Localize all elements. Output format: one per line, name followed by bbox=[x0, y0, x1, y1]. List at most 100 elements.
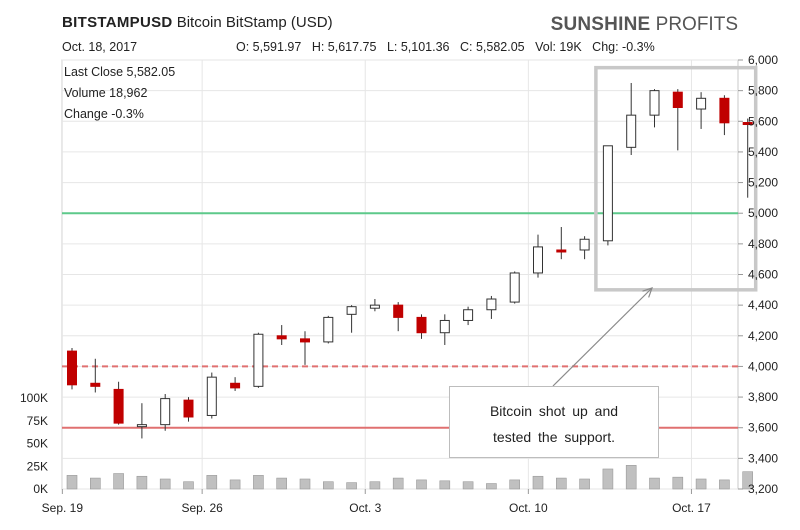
candle-up bbox=[602, 145, 613, 242]
volume-bar bbox=[322, 481, 334, 490]
volume-bar bbox=[439, 480, 451, 490]
symbol-description: Bitcoin BitStamp (USD) bbox=[176, 14, 333, 31]
arrow-shaft bbox=[552, 287, 653, 387]
highlight-rectangle bbox=[594, 65, 758, 292]
arrow-head bbox=[642, 287, 653, 298]
candle-up bbox=[206, 376, 217, 416]
high-value: H: 5,617.75 bbox=[311, 40, 377, 54]
candle-up bbox=[696, 97, 707, 110]
volume-bar bbox=[555, 477, 567, 490]
date-tick-label: Oct. 10 bbox=[509, 501, 548, 515]
candle-down bbox=[416, 316, 427, 334]
candle-up bbox=[346, 306, 357, 315]
candle-up bbox=[533, 246, 543, 274]
volume-bar bbox=[509, 479, 521, 490]
price-tick-label: 3,600 bbox=[748, 421, 778, 435]
price-tick-label: 5,200 bbox=[748, 176, 778, 190]
annotation-line-1: Bitcoin shot up and bbox=[489, 403, 619, 419]
highlight-box bbox=[594, 65, 758, 292]
volume-bar bbox=[532, 475, 544, 490]
candle-down bbox=[113, 388, 124, 424]
price-tick-label: 6,000 bbox=[748, 53, 778, 67]
volume-bar bbox=[369, 481, 381, 490]
date-label: Oct. 18, 2017 bbox=[62, 40, 138, 54]
open-value: O: 5,591.97 bbox=[236, 40, 302, 54]
logo-light: PROFITS bbox=[655, 14, 738, 35]
volume-bar bbox=[462, 481, 474, 490]
volume-bar bbox=[90, 477, 101, 490]
volume-bar bbox=[229, 479, 241, 490]
candle-down bbox=[67, 350, 77, 386]
volume-tick-label: 25K bbox=[27, 459, 48, 473]
volume-bar bbox=[159, 478, 171, 490]
volume-bar bbox=[183, 481, 194, 490]
volume-bars bbox=[66, 465, 754, 490]
candle-down bbox=[719, 97, 730, 124]
volume-bar bbox=[742, 471, 754, 490]
symbol: BITSTAMPUSD bbox=[62, 14, 173, 31]
axes: 3,200 3,400 3,600 3,800 4,000 4,200 4,400 4,600… bbox=[20, 53, 778, 515]
volume-bar bbox=[602, 468, 614, 490]
candle-down bbox=[393, 304, 404, 318]
ohlc-readout: O: 5,591.97 H: 5,617.75 L: 5,101.36 C: 5… bbox=[236, 40, 662, 54]
candle-down bbox=[183, 399, 194, 418]
price-tick-label: 4,800 bbox=[748, 237, 778, 251]
volume-bar bbox=[579, 478, 590, 490]
volume-bar bbox=[113, 473, 124, 490]
price-tick-label: 4,400 bbox=[748, 298, 778, 312]
candle-down bbox=[672, 91, 683, 108]
volume-bar bbox=[346, 482, 357, 490]
candle-up bbox=[463, 309, 474, 321]
volume-value: Vol: 19K bbox=[535, 40, 582, 54]
annotation-box: Bitcoin shot up and tested the support. bbox=[449, 386, 659, 458]
volume-bar bbox=[66, 475, 78, 490]
volume-tick-label: 75K bbox=[27, 414, 48, 428]
volume-bar bbox=[136, 475, 148, 490]
candle-up bbox=[626, 114, 637, 148]
date-tick-label: Oct. 17 bbox=[672, 501, 711, 515]
candle-down bbox=[230, 382, 241, 389]
candle-down bbox=[556, 249, 567, 253]
candle-down bbox=[742, 122, 753, 126]
volume-tick-label: 100K bbox=[20, 391, 48, 405]
annotation-arrow bbox=[552, 287, 653, 387]
price-tick-label: 3,800 bbox=[748, 390, 778, 404]
candle-up bbox=[439, 319, 450, 334]
volume-bar bbox=[416, 479, 427, 490]
candle-up bbox=[486, 298, 497, 311]
change-stat: Change -0.3% bbox=[64, 107, 144, 121]
candle-up bbox=[136, 424, 147, 428]
price-tick-label: 5,600 bbox=[748, 114, 778, 128]
brand-logo: SUNSHINE PROFITS bbox=[551, 14, 738, 36]
volume-bar bbox=[253, 475, 264, 490]
low-value: L: 5,101.36 bbox=[386, 40, 450, 54]
volume-bar bbox=[672, 476, 684, 490]
candle-down bbox=[90, 382, 101, 387]
candle-up bbox=[323, 316, 334, 343]
candle-down bbox=[276, 335, 287, 340]
date-tick-label: Oct. 3 bbox=[349, 501, 381, 515]
stats-panel: Last Close 5,582.05 Volume 18,962 Change… bbox=[64, 62, 175, 125]
date-tick-label: Sep. 19 bbox=[42, 501, 84, 515]
candle-up bbox=[579, 238, 590, 251]
logo-bold: SUNSHINE bbox=[550, 14, 651, 35]
volume-stat: Volume 18,962 bbox=[64, 86, 148, 100]
volume-bar bbox=[206, 475, 218, 490]
price-tick-label: 3,200 bbox=[748, 482, 778, 496]
price-tick-label: 4,600 bbox=[748, 268, 778, 282]
candle-up bbox=[160, 398, 171, 426]
volume-bar bbox=[649, 477, 660, 490]
volume-bar bbox=[719, 479, 730, 490]
price-tick-label: 5,000 bbox=[748, 206, 778, 220]
chart-title: BITSTAMPUSD Bitcoin BitStamp (USD) bbox=[62, 14, 333, 31]
price-tick-label: 3,400 bbox=[748, 451, 778, 465]
candle-up bbox=[649, 90, 660, 116]
price-tick-label: 4,000 bbox=[748, 359, 778, 373]
volume-bar bbox=[276, 477, 288, 490]
volume-bar bbox=[486, 483, 497, 490]
volume-bar bbox=[625, 465, 637, 490]
close-value: C: 5,582.05 bbox=[459, 40, 525, 54]
volume-tick-label: 0K bbox=[33, 482, 48, 496]
price-tick-label: 5,800 bbox=[748, 84, 778, 98]
last-close: Last Close 5,582.05 bbox=[64, 65, 176, 79]
